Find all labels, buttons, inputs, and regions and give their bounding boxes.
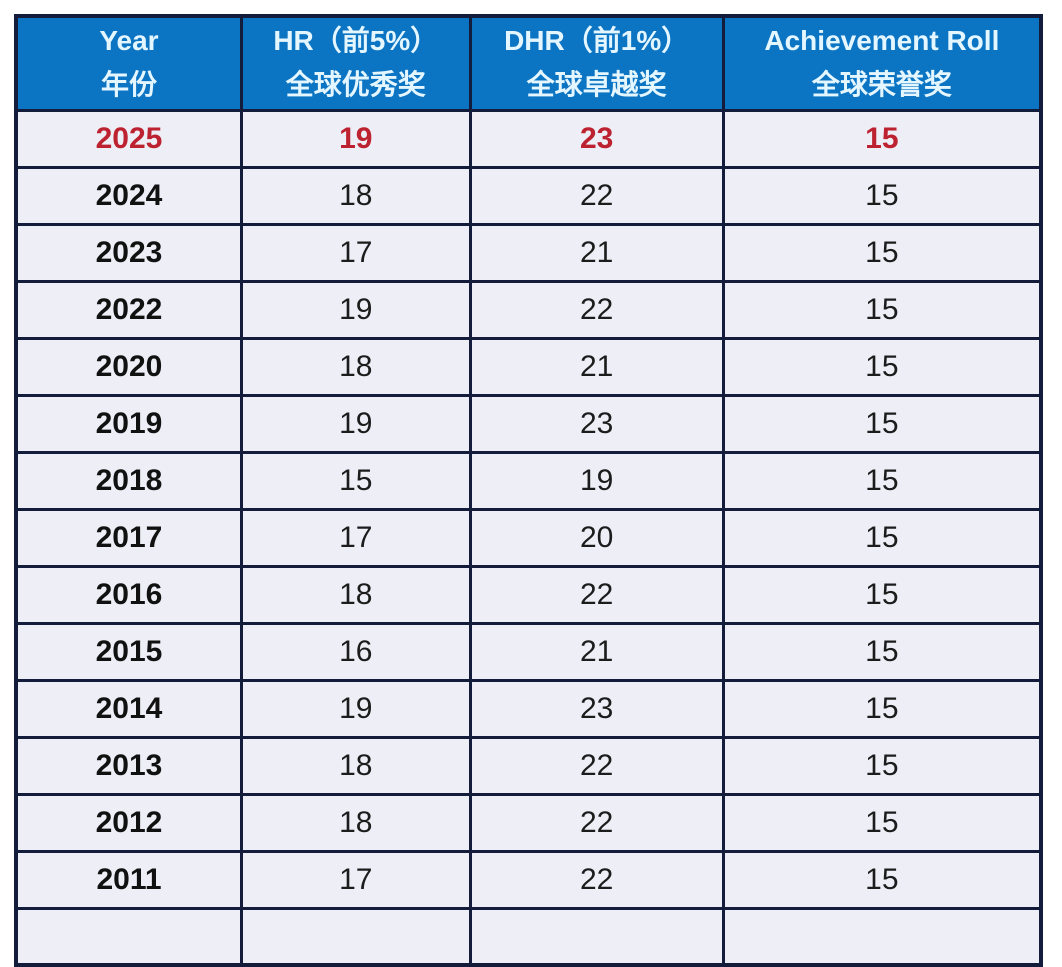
header-hr-zh: 全球优秀奖 [285, 69, 426, 101]
hr-top5-cell: 18 [240, 792, 472, 853]
table-row: 2025 19 23 15 [14, 108, 1043, 169]
empty-cell [721, 906, 1043, 967]
achievement-roll-cell: 15 [721, 849, 1043, 910]
header-row: Year 年份 HR（前5%） 全球优秀奖 DHR（前1%） 全球卓越奖 Ach… [14, 14, 1043, 112]
hr-top5-cell: 17 [240, 222, 472, 283]
year-cell: 2025 [14, 108, 243, 169]
award-table: Year 年份 HR（前5%） 全球优秀奖 DHR（前1%） 全球卓越奖 Ach… [14, 14, 1043, 967]
dhr-top1-cell: 22 [468, 165, 725, 226]
achievement-roll-cell: 15 [721, 507, 1043, 568]
hr-top5-cell: 19 [240, 108, 472, 169]
year-cell: 2022 [14, 279, 243, 340]
year-cell: 2020 [14, 336, 243, 397]
table-row: 2022 19 22 15 [14, 279, 1043, 340]
hr-top5-cell: 19 [240, 279, 472, 340]
achievement-roll-cell: 15 [721, 678, 1043, 739]
dhr-top1-cell: 22 [468, 849, 725, 910]
header-hr-top5: HR（前5%） 全球优秀奖 [240, 14, 472, 112]
table-row: 2024 18 22 15 [14, 165, 1043, 226]
achievement-roll-cell: 15 [721, 792, 1043, 853]
table-body: 2025 19 23 15 2024 18 22 15 2023 17 21 15 2022 19 22 15… [14, 108, 1043, 967]
year-cell: 2012 [14, 792, 243, 853]
achievement-roll-cell: 15 [721, 165, 1043, 226]
year-cell: 2018 [14, 450, 243, 511]
achievement-roll-cell: 15 [721, 564, 1043, 625]
year-cell: 2019 [14, 393, 243, 454]
dhr-top1-cell: 22 [468, 792, 725, 853]
hr-top5-cell: 17 [240, 849, 472, 910]
year-cell: 2015 [14, 621, 243, 682]
table-row-partial [14, 906, 1043, 967]
empty-cell [240, 906, 472, 967]
year-cell: 2011 [14, 849, 243, 910]
header-roll-zh: 全球荣誉奖 [811, 69, 952, 101]
achievement-roll-cell: 15 [721, 393, 1043, 454]
hr-top5-cell: 15 [240, 450, 472, 511]
award-table-container: Year 年份 HR（前5%） 全球优秀奖 DHR（前1%） 全球卓越奖 Ach… [14, 14, 1043, 967]
hr-top5-cell: 18 [240, 336, 472, 397]
year-cell: 2024 [14, 165, 243, 226]
header-roll-en: Achievement Roll [764, 25, 1000, 57]
dhr-top1-cell: 23 [468, 678, 725, 739]
dhr-top1-cell: 23 [468, 108, 725, 169]
dhr-top1-cell: 23 [468, 393, 725, 454]
year-cell: 2013 [14, 735, 243, 796]
achievement-roll-cell: 15 [721, 279, 1043, 340]
achievement-roll-cell: 15 [721, 222, 1043, 283]
header-dhr-en: DHR（前1%） [504, 25, 690, 57]
header-dhr-zh: 全球卓越奖 [526, 69, 667, 101]
achievement-roll-cell: 15 [721, 735, 1043, 796]
hr-top5-cell: 19 [240, 393, 472, 454]
table-row: 2014 19 23 15 [14, 678, 1043, 739]
year-cell: 2014 [14, 678, 243, 739]
hr-top5-cell: 18 [240, 165, 472, 226]
table-row: 2011 17 22 15 [14, 849, 1043, 910]
empty-cell [14, 906, 243, 967]
hr-top5-cell: 17 [240, 507, 472, 568]
hr-top5-cell: 18 [240, 735, 472, 796]
hr-top5-cell: 18 [240, 564, 472, 625]
dhr-top1-cell: 20 [468, 507, 725, 568]
year-cell: 2017 [14, 507, 243, 568]
dhr-top1-cell: 21 [468, 222, 725, 283]
table-row: 2016 18 22 15 [14, 564, 1043, 625]
header-year: Year 年份 [14, 14, 243, 112]
header-year-en: Year [99, 25, 159, 57]
table-row: 2019 19 23 15 [14, 393, 1043, 454]
table-row: 2013 18 22 15 [14, 735, 1043, 796]
hr-top5-cell: 19 [240, 678, 472, 739]
table-row: 2017 17 20 15 [14, 507, 1043, 568]
achievement-roll-cell: 15 [721, 336, 1043, 397]
dhr-top1-cell: 22 [468, 279, 725, 340]
achievement-roll-cell: 15 [721, 621, 1043, 682]
dhr-top1-cell: 19 [468, 450, 725, 511]
year-cell: 2016 [14, 564, 243, 625]
dhr-top1-cell: 21 [468, 336, 725, 397]
table-header: Year 年份 HR（前5%） 全球优秀奖 DHR（前1%） 全球卓越奖 Ach… [14, 14, 1043, 112]
table-row: 2018 15 19 15 [14, 450, 1043, 511]
dhr-top1-cell: 22 [468, 564, 725, 625]
year-cell: 2023 [14, 222, 243, 283]
dhr-top1-cell: 22 [468, 735, 725, 796]
achievement-roll-cell: 15 [721, 450, 1043, 511]
header-hr-en: HR（前5%） [273, 25, 439, 57]
header-year-zh: 年份 [100, 69, 157, 101]
table-row: 2023 17 21 15 [14, 222, 1043, 283]
header-dhr-top1: DHR（前1%） 全球卓越奖 [468, 14, 725, 112]
hr-top5-cell: 16 [240, 621, 472, 682]
header-achievement-roll: Achievement Roll 全球荣誉奖 [721, 14, 1043, 112]
table-row: 2015 16 21 15 [14, 621, 1043, 682]
table-row: 2020 18 21 15 [14, 336, 1043, 397]
dhr-top1-cell: 21 [468, 621, 725, 682]
empty-cell [468, 906, 725, 967]
achievement-roll-cell: 15 [721, 108, 1043, 169]
table-row: 2012 18 22 15 [14, 792, 1043, 853]
